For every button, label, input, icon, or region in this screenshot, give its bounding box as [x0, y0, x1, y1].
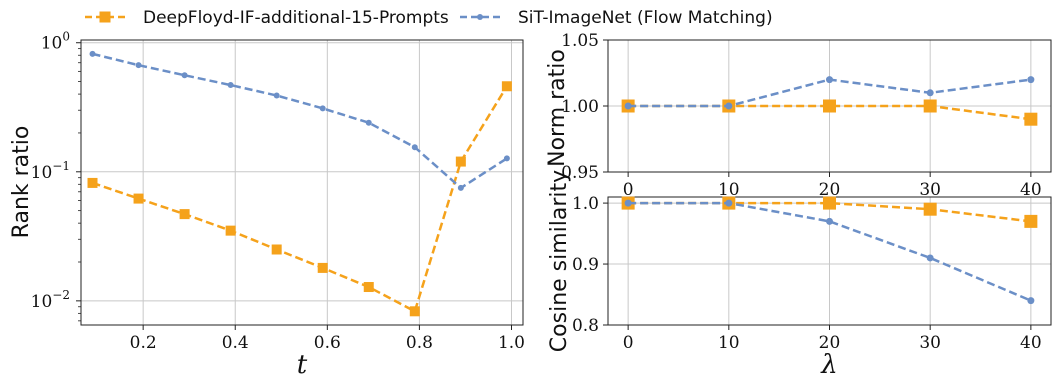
x-tick-label: 0.6	[314, 333, 341, 353]
data-point	[624, 102, 632, 110]
y-tick-exp: −1	[52, 159, 70, 173]
data-point	[179, 209, 190, 220]
data-point	[1024, 214, 1038, 228]
axes-frame	[80, 39, 524, 326]
legend-marker-0	[99, 11, 111, 23]
x-tick-label: 40	[1020, 333, 1042, 353]
x-tick-label: 0.2	[130, 333, 157, 353]
x-axis-label: t	[297, 350, 308, 380]
series-line-1	[92, 52, 508, 190]
data-point	[826, 76, 833, 84]
data-point	[501, 81, 512, 92]
x-tick-label: 30	[919, 333, 941, 353]
data-point	[87, 177, 98, 188]
legend-marker-1	[477, 14, 483, 20]
series-line-0	[92, 85, 508, 314]
series-1	[624, 76, 1035, 110]
y-tick-base: 10	[31, 163, 53, 183]
data-point	[135, 62, 142, 69]
y-tick-label: 10−1	[31, 159, 70, 183]
x-tick-label: 20	[819, 180, 841, 200]
data-point	[926, 254, 934, 262]
x-tick-label: 20	[819, 333, 841, 353]
series-line-1	[628, 201, 1032, 302]
data-point	[1027, 76, 1035, 84]
data-point	[227, 82, 234, 89]
data-point	[411, 144, 418, 151]
x-tick-label: 10	[718, 333, 740, 353]
data-point	[923, 202, 937, 216]
series-1	[624, 199, 1035, 305]
data-point	[624, 199, 632, 207]
data-point	[133, 193, 144, 204]
data-point	[1024, 112, 1038, 126]
data-point	[225, 225, 236, 236]
x-tick-label: 0	[623, 333, 634, 353]
data-point	[409, 306, 420, 317]
x-tick-label: 0.8	[406, 333, 433, 353]
y-tick-label: 0.9	[572, 255, 599, 275]
data-point	[455, 156, 466, 167]
legend: DeepFloyd-IF-additional-15-Prompts SiT-Im…	[85, 8, 773, 28]
data-point	[826, 217, 833, 225]
x-tick-label: 1.0	[498, 333, 525, 353]
data-point	[503, 155, 510, 162]
data-point	[725, 102, 733, 110]
y-tick-exp: −2	[52, 288, 70, 302]
data-point	[1027, 297, 1035, 305]
data-point	[319, 105, 326, 112]
y-tick-label: 10−2	[31, 288, 70, 312]
x-tick-label: 0	[623, 180, 634, 200]
y-tick-base: 10	[31, 292, 53, 312]
series-0	[87, 81, 512, 317]
data-point	[181, 72, 188, 79]
data-point	[89, 50, 96, 57]
data-point	[363, 282, 374, 293]
y-axis-label: Rank ratio	[9, 126, 34, 239]
x-tick-label: 10	[718, 180, 740, 200]
data-point	[271, 244, 282, 255]
data-point	[926, 89, 934, 97]
y-axis-label: Cosine similarity	[547, 170, 572, 352]
data-point	[317, 262, 328, 273]
x-tick-label: 30	[919, 180, 941, 200]
data-point	[273, 92, 280, 99]
y-tick-exp: 0	[62, 30, 70, 44]
data-point	[823, 196, 836, 210]
x-axis-label: λ	[820, 350, 837, 380]
data-point	[365, 119, 372, 126]
y-tick-label: 1.00	[561, 97, 599, 117]
series-1	[89, 50, 510, 191]
y-axis-label: Norm ratio	[545, 49, 570, 167]
y-tick-base: 10	[41, 34, 63, 54]
x-tick-label: 0.4	[222, 333, 249, 353]
y-tick-label: 0.8	[572, 316, 599, 336]
data-point	[823, 99, 836, 113]
data-point	[923, 99, 937, 113]
data-point	[725, 199, 733, 207]
y-tick-label: 100	[41, 30, 70, 54]
x-tick-label: 40	[1020, 180, 1042, 200]
legend-label-1: SiT-ImageNet (Flow Matching)	[518, 8, 773, 28]
y-tick-label: 1.0	[572, 194, 599, 214]
y-tick-label: 0.95	[561, 163, 599, 183]
legend-label-0: DeepFloyd-IF-additional-15-Prompts	[143, 8, 449, 28]
y-tick-label: 1.05	[561, 31, 599, 51]
data-point	[457, 184, 464, 191]
